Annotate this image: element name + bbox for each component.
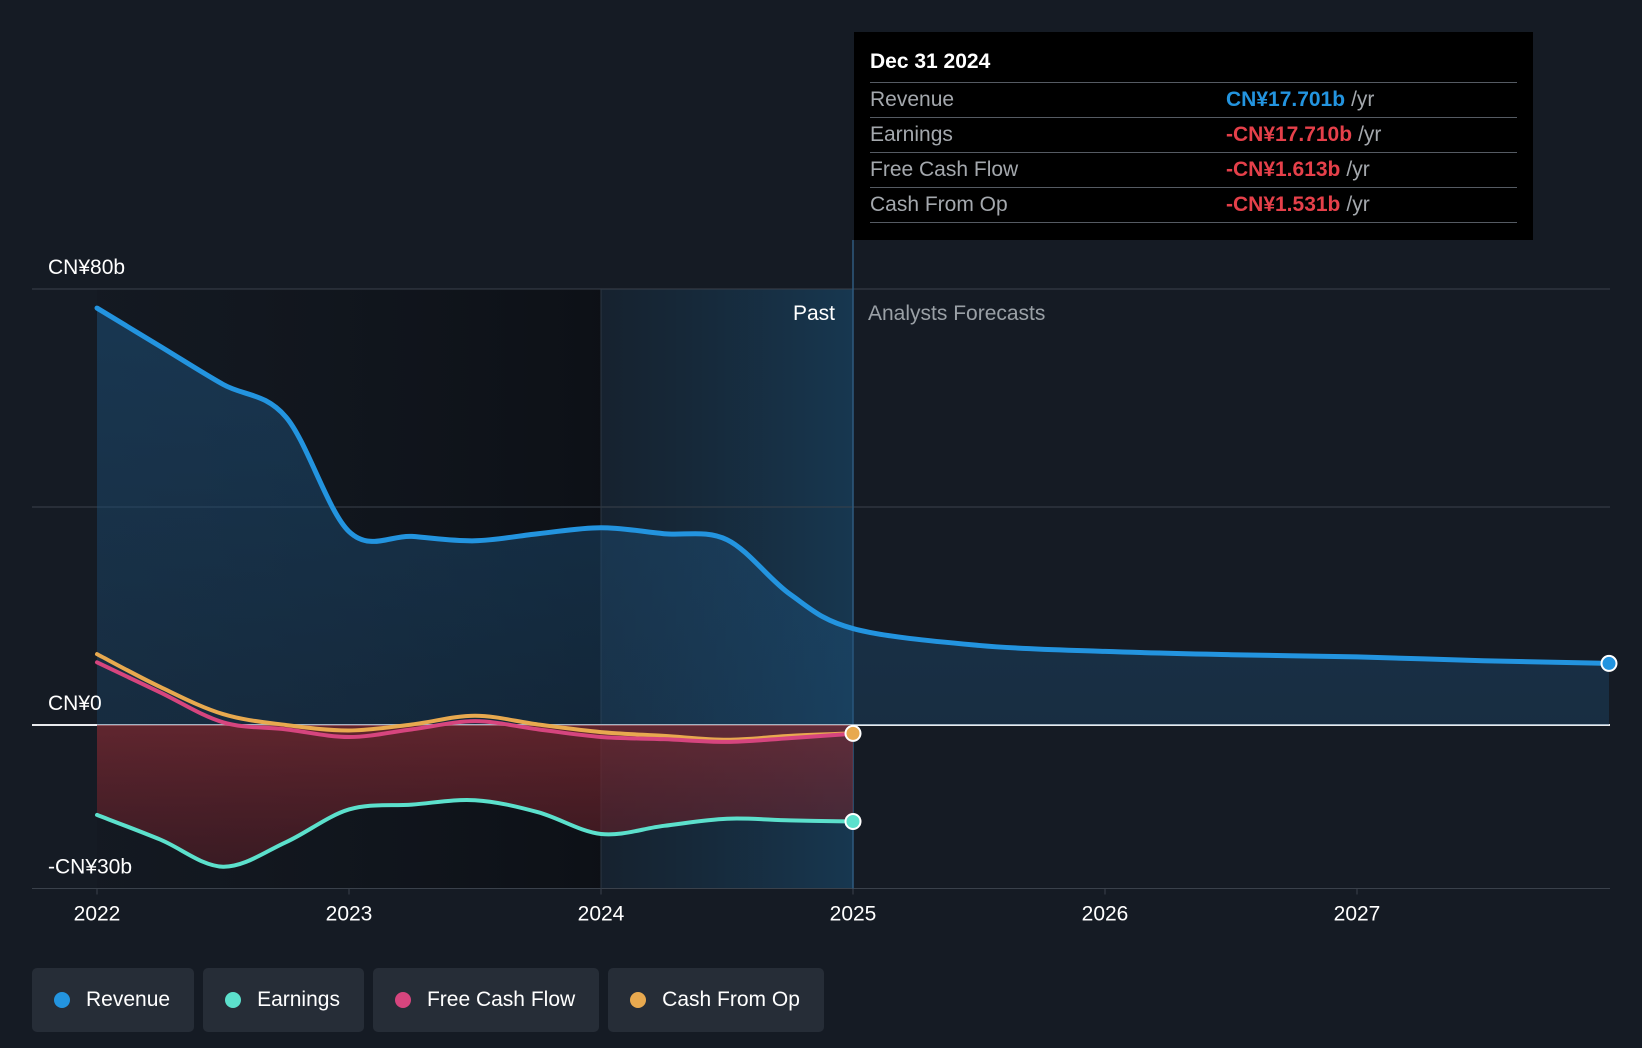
tooltip-label: Free Cash Flow [870,158,1019,181]
revenue-point [1600,654,1618,672]
tooltip-row-revenue: Revenue CN¥17.701b /yr [870,82,1517,117]
earnings-line [95,797,855,869]
tooltip: Dec 31 2024 Revenue CN¥17.701b /yr Earni… [854,32,1533,240]
tooltip-label: Cash From Op [870,193,1008,216]
tooltip-value: -CN¥1.531b [1226,193,1341,216]
legend-label: Free Cash Flow [426,988,576,1011]
x-tick-label: 2023 [326,903,373,926]
x-tick-label: 2027 [1334,903,1381,926]
forecast-label: Analysts Forecasts [868,302,1045,325]
tooltip-unit: /yr [1351,88,1375,111]
tooltip-value: -CN¥17.710b [1226,123,1353,146]
x-tick-label: 2022 [74,903,121,926]
revenue-line [94,305,1612,666]
tooltip-unit: /yr [1346,193,1370,216]
x-tick-label: 2024 [578,903,625,926]
y-tick-label: CN¥80b [48,256,125,279]
legend: Revenue Earnings Free Cash Flow Cash Fro… [32,968,824,1032]
tooltip-unit: /yr [1358,123,1382,146]
past-label: Past [793,302,835,325]
tooltip-label: Revenue [870,88,955,111]
legend-dot-icon [54,992,70,1008]
legend-item-revenue[interactable]: Revenue [32,968,195,1032]
legend-item-free-cash-flow[interactable]: Free Cash Flow [372,968,600,1032]
cash-from-op-line [95,652,855,742]
legend-label: Earnings [257,988,340,1011]
legend-dot-icon [630,992,647,1008]
tooltip-row-earnings: Earnings -CN¥17.710b /yr [870,117,1517,152]
legend-dot-icon [394,992,411,1008]
legend-dot-icon [225,992,242,1008]
x-tick-label: 2025 [830,903,877,926]
legend-label: Cash From Op [662,988,800,1011]
revenue-area [97,308,1609,725]
tooltip-value: CN¥17.701b [1226,88,1346,111]
earnings-point [844,813,862,831]
earnings-area [97,725,853,867]
legend-item-cash-from-op[interactable]: Cash From Op [608,968,824,1032]
x-tick-label: 2026 [1082,903,1129,926]
tooltip-value: -CN¥1.613b [1226,158,1341,181]
chart-canvas: CN¥80b CN¥0 -CN¥30b 2022 2023 2024 2025 2026 202… [32,240,1618,926]
tooltip-label: Earnings [870,123,953,146]
tooltip-row-cash-from-op: Cash From Op -CN¥1.531b /yr [870,187,1517,223]
tooltip-unit: /yr [1346,158,1370,181]
tooltip-row-free-cash-flow: Free Cash Flow -CN¥1.613b /yr [870,152,1517,187]
y-tick-label: -CN¥30b [48,856,132,879]
legend-item-earnings[interactable]: Earnings [203,968,364,1032]
cash-from-op-point [844,724,862,742]
free-cash-flow-line [95,660,855,744]
legend-label: Revenue [86,988,171,1011]
y-tick-label: CN¥0 [48,692,102,715]
tooltip-date: Dec 31 2024 [870,50,991,73]
